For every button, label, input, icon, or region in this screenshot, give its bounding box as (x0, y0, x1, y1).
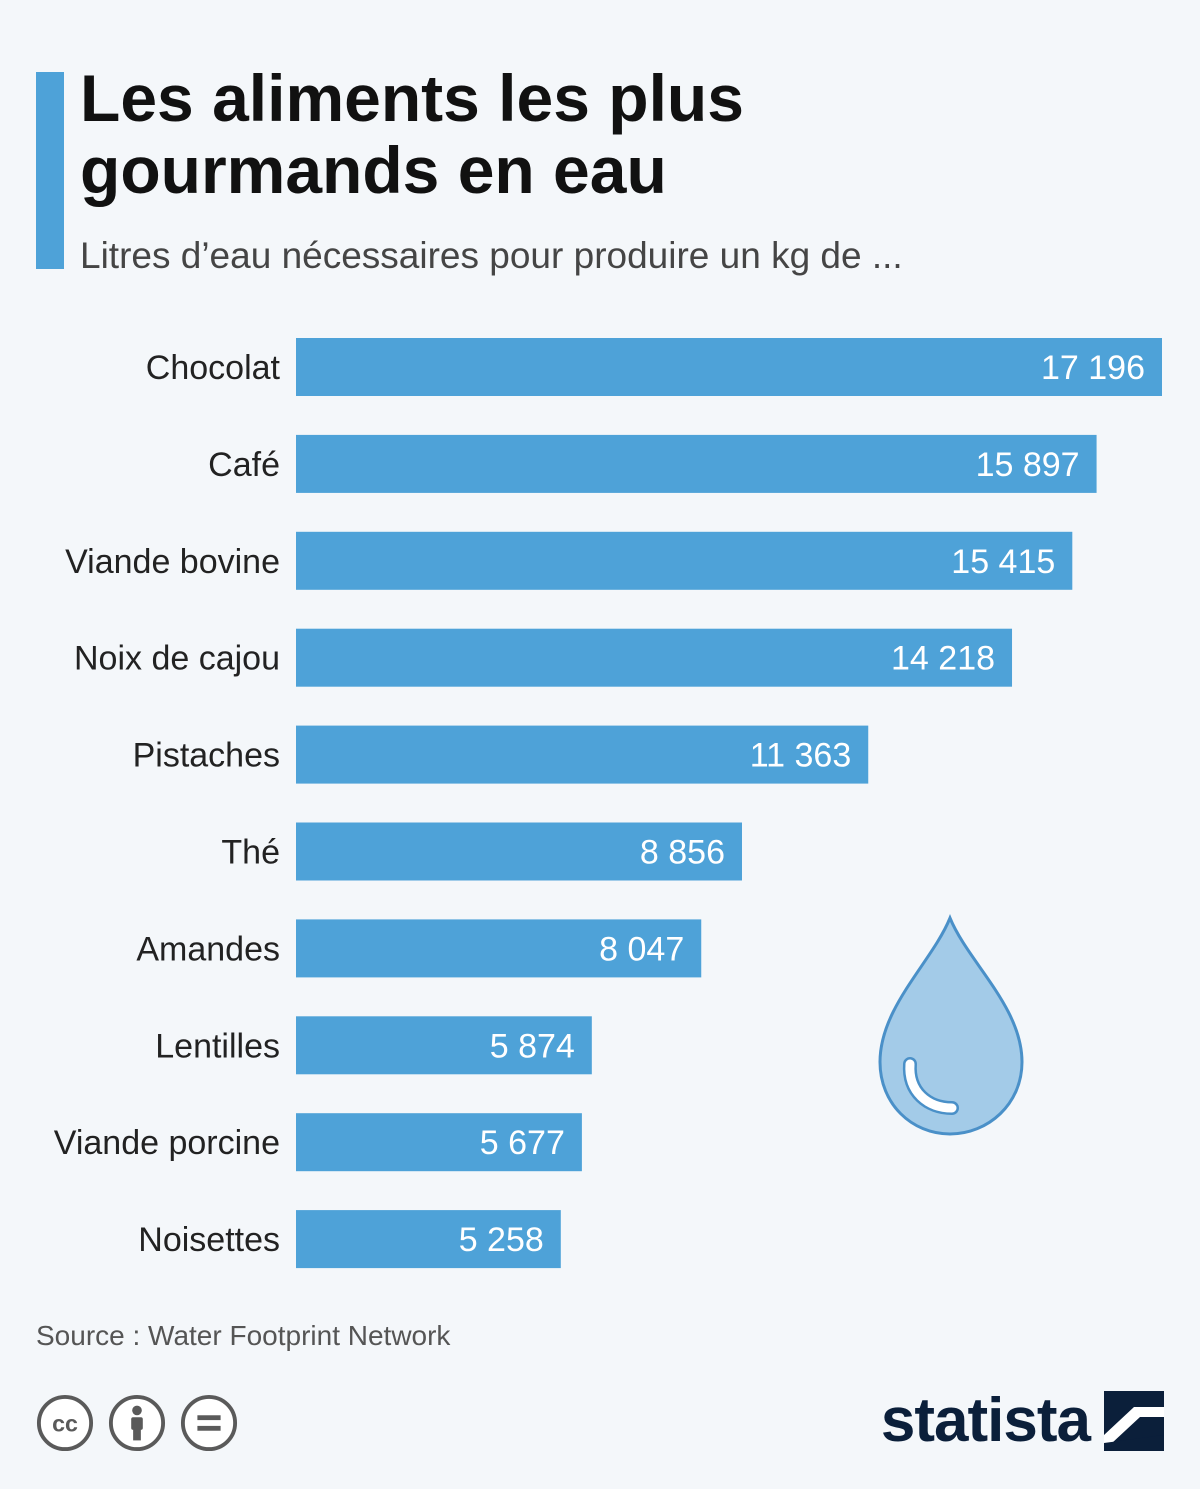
category-label: Noisettes (138, 1221, 280, 1259)
value-label: 11 363 (750, 737, 851, 775)
value-label: 8 047 (599, 930, 684, 968)
category-label: Café (208, 446, 280, 484)
value-label: 5 258 (459, 1221, 544, 1259)
title-accent-bar (36, 72, 64, 269)
value-label: 15 415 (951, 543, 1055, 581)
bar-1 (296, 434, 1097, 493)
value-label: 17 196 (1041, 349, 1145, 387)
source-note: Source : Water Footprint Network (36, 1320, 451, 1351)
category-label: Lentilles (155, 1027, 280, 1065)
bar-3 (296, 628, 1013, 687)
bar-8 (296, 1113, 582, 1172)
value-label: 15 897 (976, 446, 1080, 484)
bar-2 (296, 531, 1073, 590)
cc-icon[interactable]: cc (36, 1394, 94, 1452)
category-label: Pistaches (133, 737, 280, 775)
bar-6 (296, 919, 702, 978)
attribution-icon[interactable] (108, 1394, 166, 1452)
bar-0 (296, 338, 1162, 396)
bar-5 (296, 822, 742, 881)
value-label: 14 218 (891, 640, 995, 678)
category-label: Amandes (136, 930, 280, 968)
license-icons: cc (36, 1394, 238, 1454)
value-label: 5 874 (490, 1027, 575, 1065)
chart-subtitle: Litres d’eau nécessaires pour produire u… (80, 235, 903, 276)
bar-7 (296, 1016, 592, 1075)
category-label: Viande bovine (65, 543, 280, 581)
value-label: 8 856 (640, 834, 725, 872)
value-label: 5 677 (480, 1124, 565, 1162)
bar-4 (296, 725, 869, 784)
category-label: Noix de cajou (74, 640, 280, 678)
category-label: Thé (221, 834, 280, 872)
bar-9 (296, 1210, 561, 1269)
svg-text:cc: cc (52, 1411, 78, 1437)
chart-title: Les aliments les plus gourmands en eau (80, 61, 744, 207)
statista-brand[interactable]: statista (881, 1386, 1164, 1456)
brand-name: statista (880, 1386, 1091, 1455)
category-label: Viande porcine (54, 1124, 280, 1162)
no-derivatives-icon[interactable] (180, 1394, 238, 1452)
category-label: Chocolat (146, 349, 281, 387)
statista-logo-icon (1104, 1391, 1164, 1451)
water-drop-icon (878, 914, 1024, 1136)
